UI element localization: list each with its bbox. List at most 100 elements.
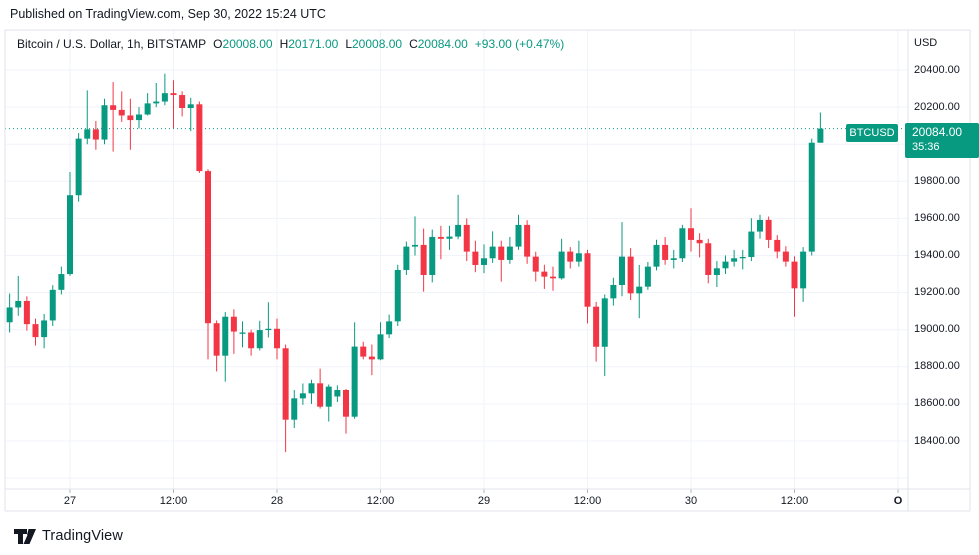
candle-body [541,271,548,277]
candle-body [532,256,539,272]
candle-body [84,129,91,139]
candle-body [58,274,65,290]
candle [722,255,729,275]
time-axis-label: 28 [270,495,284,507]
candle [584,249,591,324]
price-axis-label: 19200.00 [914,286,960,299]
candle [782,246,789,267]
candle-body [713,268,720,275]
candle [636,264,643,319]
candle [377,322,384,361]
candle-body [748,231,755,257]
tradingview-logo[interactable]: TradingView [14,528,123,544]
candle [187,97,194,132]
legend-ohlc-values: O20008.00 H20171.00 L20008.00 C20084.00 [206,37,468,51]
candle [705,238,712,284]
candle [627,248,634,301]
price-axis-label: 20400.00 [914,63,960,76]
candle-body [41,320,48,338]
candle [739,249,746,270]
candle-body [196,104,203,172]
bar-close-countdown: 35:36 [912,141,940,153]
candle-body [696,239,703,244]
candle-body [550,276,556,279]
candle [679,224,686,262]
chart-legend: Bitcoin / U.S. Dollar, 1h, BITSTAMP O2000… [17,37,564,51]
candle-body [110,105,117,110]
last-price-badge: 20084.00 35:36 [905,123,979,158]
candle-body [800,251,807,289]
candle-body [593,306,600,347]
candle [32,318,39,346]
candle [101,98,108,145]
candle-body [239,332,246,334]
candle-body [368,356,375,360]
legend-ohlc-key: L [345,37,352,51]
candle [791,256,798,317]
candle-body [248,332,255,349]
candle [713,261,720,288]
symbol-price-tag: BTCUSD [846,124,898,142]
candle-body [757,219,763,232]
legend-symbol-description: Bitcoin / U.S. Dollar, 1h, BITSTAMP [17,37,207,51]
candle [239,321,246,348]
candle-body [75,138,82,196]
candle-body [23,300,30,325]
candle [757,214,763,239]
candle-body [299,393,306,399]
candle [619,222,625,297]
candle-body [291,398,298,420]
candle-body [774,239,781,252]
candle [593,301,600,362]
candle [282,344,289,453]
candle-body [32,324,39,338]
candle [386,314,393,339]
candle-body [791,261,798,289]
candle-body [610,284,617,299]
candle [308,379,315,404]
candle [481,244,487,274]
candle [213,320,220,372]
candle [153,82,160,108]
candle [610,277,617,306]
candle-body [731,258,738,262]
candle-body [403,246,410,270]
price-axis-currency-label: USD [914,37,938,49]
candle-body [230,316,237,332]
candle-body [455,224,462,237]
candle-body [662,244,669,260]
candle-body [765,219,772,240]
candle-body [601,298,608,347]
candle-body [489,246,496,259]
candle [291,389,298,429]
time-axis-label: 12:00 [780,495,809,507]
candle [688,208,694,252]
candle [58,266,65,295]
candle-body [575,253,582,262]
candle-body [627,256,634,294]
candle [420,228,427,292]
legend-ohlc-key: O [213,37,223,51]
candle [110,82,117,152]
legend-ohlc-value: 20171.00 [288,37,339,51]
candle [429,229,436,283]
legend-ohlc-key: C [409,37,418,51]
candle-body [506,246,513,260]
candle [75,133,82,202]
candle [144,93,151,116]
candle [351,322,358,419]
price-axis-label: 18400.00 [914,434,960,447]
candle-body [515,224,522,247]
candle-body [386,321,393,335]
time-axis-label: 27 [63,495,77,507]
candle-body [187,104,194,109]
candle [299,383,306,405]
candle [765,216,772,249]
candle-body [394,269,401,322]
legend-ohlc-value: 20008.00 [222,37,273,51]
candle [248,329,255,356]
candle-body [282,348,289,420]
legend-change: +93.00 (+0.47%) [474,37,565,51]
